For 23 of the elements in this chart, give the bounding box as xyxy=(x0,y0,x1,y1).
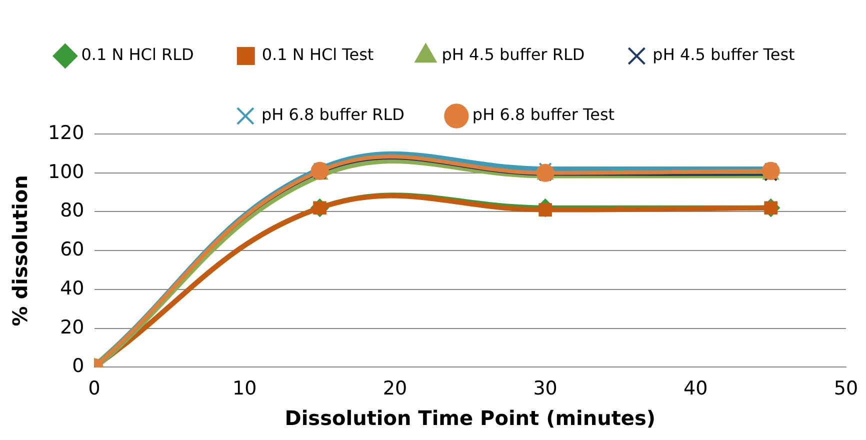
legend-label: 0.1 N HCl Test xyxy=(262,45,374,64)
y-tick-label: 80 xyxy=(60,200,84,222)
y-tick-label: 40 xyxy=(60,277,84,300)
legend-label: pH 6.8 buffer Test xyxy=(472,105,615,124)
y-tick-label: 60 xyxy=(60,238,84,261)
legend-label: pH 4.5 buffer RLD xyxy=(442,45,585,64)
x-tick-label: 20 xyxy=(382,378,408,400)
legend-label: pH 6.8 buffer RLD xyxy=(261,105,404,124)
x-axis-title: Dissolution Time Point (minutes) xyxy=(284,406,656,430)
y-tick-label: 120 xyxy=(48,122,84,144)
point xyxy=(310,162,329,180)
y-tick-label: 20 xyxy=(60,316,84,338)
y-tick-label: 0 xyxy=(72,355,84,378)
x-tick-label: 0 xyxy=(88,378,100,400)
y-tick-label: 100 xyxy=(48,160,84,183)
x-tick-label: 40 xyxy=(684,378,708,400)
legend-label: 0.1 N HCl RLD xyxy=(81,45,194,64)
x-tick-label: 30 xyxy=(533,378,558,400)
y-axis-title: % dissolution xyxy=(8,174,32,326)
x-tick-label: 50 xyxy=(834,378,858,400)
legend-label: pH 4.5 buffer Test xyxy=(652,45,795,64)
point xyxy=(762,162,780,180)
x-tick-label: 10 xyxy=(232,378,257,400)
